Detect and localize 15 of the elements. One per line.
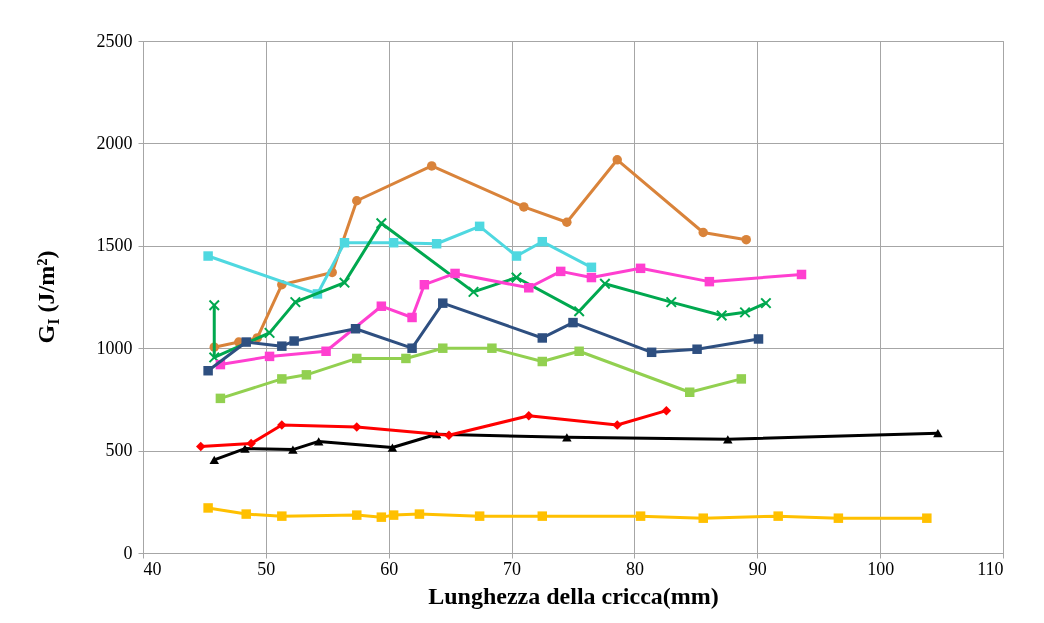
y-tick-label: 0 [123,542,133,563]
y-tick-label: 2000 [96,132,133,153]
x-tick-label: 50 [257,558,276,579]
x-tick-label: 90 [748,558,767,579]
y-tick-label: 500 [105,440,133,461]
x-tick-label: 60 [380,558,399,579]
y-tick-label: 2500 [96,30,133,51]
y-tick-label: 1000 [96,337,133,358]
x-tick-label: 70 [503,558,522,579]
x-tick-label: 40 [143,558,162,579]
x-tick-label: 80 [625,558,644,579]
x-tick-label: 110 [977,558,1004,579]
y-tick-label: 1500 [96,235,133,256]
x-axis-title: Lunghezza della cricca(mm) [428,582,719,609]
x-tick-label: 100 [867,558,895,579]
